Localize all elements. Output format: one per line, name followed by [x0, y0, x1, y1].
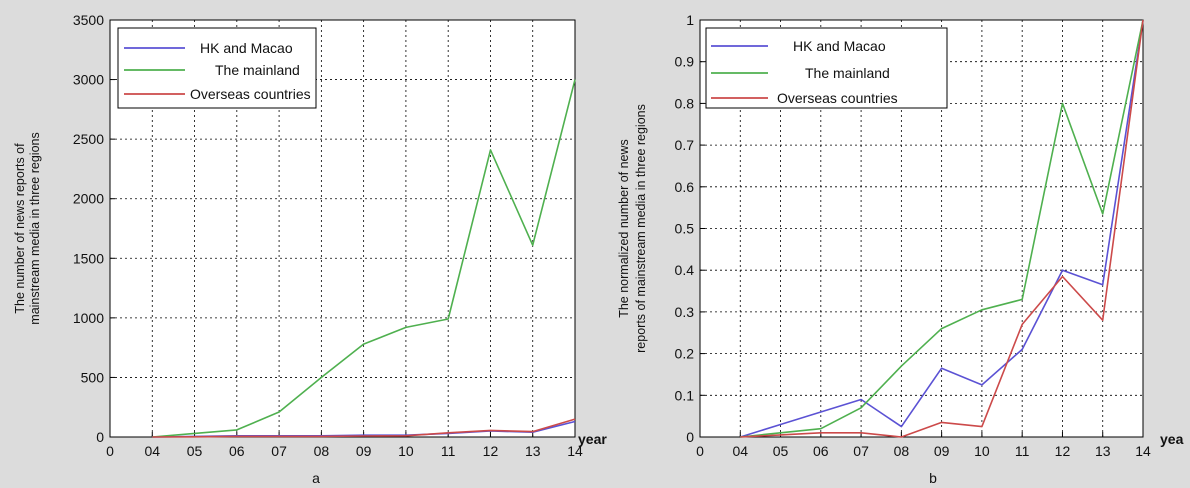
- legend-box: [705, 27, 948, 109]
- y-axis-label-line-1: The number of news reports of: [13, 143, 27, 314]
- y-tick-label: 0.4: [675, 262, 695, 278]
- legend-entry-the-mainland: The mainland: [805, 65, 890, 81]
- x-tick-label: 07: [853, 443, 869, 459]
- x-tick-label: 09: [356, 443, 372, 459]
- x-tick-label: 04: [144, 443, 160, 459]
- y-tick-label: 0.2: [675, 346, 695, 362]
- legend-entry-hk-and-macao: HK and Macao: [200, 40, 293, 56]
- y-tick-label: 0: [686, 429, 694, 445]
- y-tick-label: 500: [81, 369, 105, 385]
- x-tick-label: 13: [1095, 443, 1111, 459]
- x-tick-label: 05: [187, 443, 203, 459]
- x-tick-label: 0: [106, 443, 114, 459]
- y-axis-label-line-1: The normalized number of news: [617, 139, 631, 318]
- x-tick-label: 11: [1015, 443, 1030, 459]
- y-tick-label: 0.1: [675, 387, 695, 403]
- series-line-the-mainland: [152, 79, 576, 438]
- y-tick-label: 0.5: [675, 221, 695, 237]
- y-tick-label: 0.9: [675, 54, 695, 70]
- x-tick-label: 10: [398, 443, 414, 459]
- x-tick-label: 12: [1055, 443, 1071, 459]
- series-line-hk-and-macao: [740, 19, 1144, 438]
- x-tick-label: 14: [1135, 443, 1151, 459]
- legend-entry-overseas-countries: Overseas countries: [190, 86, 311, 102]
- x-tick-label: 0: [696, 443, 704, 459]
- series-line-the-mainland: [740, 19, 1144, 438]
- y-tick-label: 0.6: [675, 179, 695, 195]
- x-axis-label: year: [578, 431, 607, 447]
- legend: HK and Macao The mainland Overseas countri…: [117, 27, 317, 109]
- x-tick-label: 11: [441, 443, 456, 459]
- legend-entry-the-mainland: The mainland: [215, 62, 300, 78]
- x-tick-label: 10: [974, 443, 990, 459]
- y-tick-label: 1500: [73, 250, 104, 266]
- x-tick-label: 14: [567, 443, 583, 459]
- x-tick-label: 09: [934, 443, 950, 459]
- y-tick-label: 0.8: [675, 95, 695, 111]
- x-tick-label: 12: [483, 443, 499, 459]
- chart-a-group: 0 04 05 06 07 08 09 10 11 12 13 14 0 500 1000 1500 2000 2…: [13, 12, 607, 486]
- y-tick-label: 1000: [73, 310, 104, 326]
- x-tick-label: 08: [314, 443, 330, 459]
- x-tick-label: 06: [813, 443, 829, 459]
- legend-entry-overseas-countries: Overseas countries: [777, 90, 898, 106]
- series-line-overseas-countries: [740, 19, 1144, 438]
- y-tick-label: 2500: [73, 131, 104, 147]
- y-tick-label: 0.7: [675, 137, 695, 153]
- x-tick-label: 13: [525, 443, 541, 459]
- y-axis-label-line-2: reports of mainstream media in three reg…: [634, 104, 648, 353]
- x-tick-label: 08: [894, 443, 910, 459]
- y-axis-label-line-2: mainstream media in three regions: [28, 132, 42, 324]
- y-tick-label: 0.3: [675, 304, 695, 320]
- x-axis-label: yea: [1160, 431, 1184, 447]
- y-tick-label: 3000: [73, 72, 104, 88]
- y-tick-label: 2000: [73, 191, 104, 207]
- chart-caption: b: [929, 470, 937, 486]
- y-tick-label: 3500: [73, 12, 104, 28]
- y-tick-label: 0: [96, 429, 104, 445]
- series-line-overseas-countries: [152, 418, 576, 438]
- chart-caption: a: [312, 470, 320, 486]
- x-tick-label: 06: [229, 443, 245, 459]
- x-tick-label: 04: [732, 443, 748, 459]
- y-tick-label: 1: [686, 12, 694, 28]
- chart-b-group: 0 04 05 06 07 08 09 10 11 12 13 14 0 0.1 0.2 0.3 0.4 0.5 0…: [617, 12, 1184, 486]
- legend: HK and Macao The mainland Overseas countri…: [705, 27, 948, 109]
- x-tick-label: 07: [271, 443, 287, 459]
- legend-entry-hk-and-macao: HK and Macao: [793, 38, 886, 54]
- x-tick-label: 05: [773, 443, 789, 459]
